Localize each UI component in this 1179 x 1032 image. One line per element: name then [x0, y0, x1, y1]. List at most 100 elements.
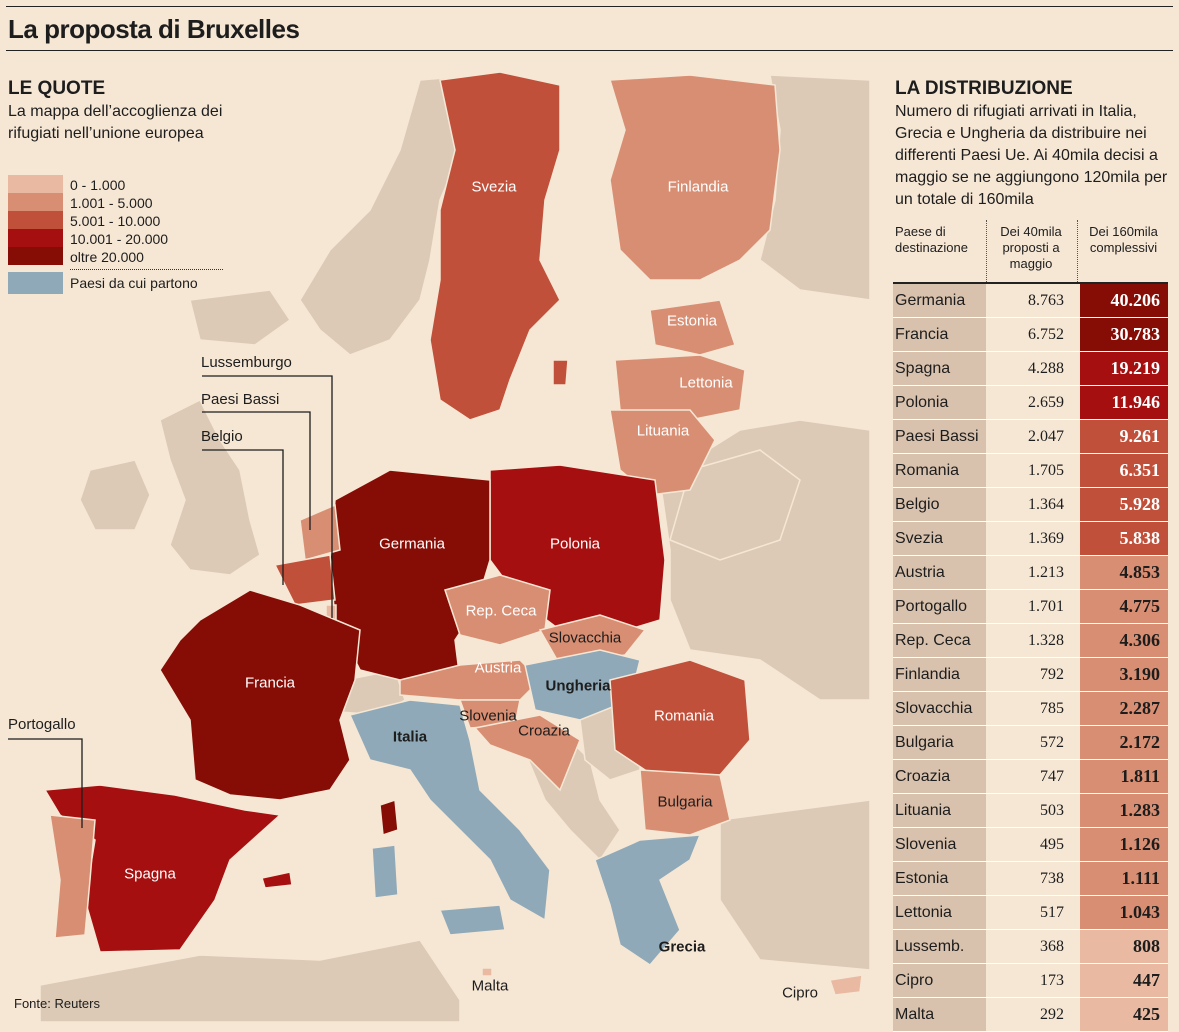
region-baleari — [261, 871, 293, 889]
region-corsica — [379, 798, 399, 837]
table-header: Paese di destinazione Dei 40mila propost… — [893, 220, 1168, 284]
label-germania: Germania — [379, 535, 445, 553]
cell-country: Lettonia — [893, 896, 986, 929]
region-sicilia — [438, 904, 506, 936]
cell-total: 3.190 — [1080, 658, 1168, 691]
table-row: Slovacchia 785 2.287 — [893, 692, 1168, 726]
region-portogallo — [49, 814, 96, 939]
table-row: Polonia 2.659 11.946 — [893, 386, 1168, 420]
cell-may: 1.213 — [988, 556, 1078, 589]
cell-may: 173 — [988, 964, 1078, 997]
label-lettonia: Lettonia — [679, 374, 733, 392]
cell-country: Belgio — [893, 488, 986, 521]
cell-country: Rep. Ceca — [893, 624, 986, 657]
cell-total: 2.287 — [1080, 692, 1168, 725]
table-row: Belgio 1.364 5.928 — [893, 488, 1168, 522]
cell-total: 11.946 — [1080, 386, 1168, 419]
cell-may: 2.659 — [988, 386, 1078, 419]
cell-country: Cipro — [893, 964, 986, 997]
legend-label: 5.001 - 10.000 — [70, 213, 161, 229]
table-row: Portogallo 1.701 4.775 — [893, 590, 1168, 624]
quote-subtitle: La mappa dell’accoglienza dei rifugiati … — [8, 103, 223, 142]
label-slovacchia: Slovacchia — [548, 629, 622, 647]
table-row: Rep. Ceca 1.328 4.306 — [893, 624, 1168, 658]
cell-country: Polonia — [893, 386, 986, 419]
table-row: Estonia 738 1.111 — [893, 862, 1168, 896]
cell-total: 4.306 — [1080, 624, 1168, 657]
region-paesi-bassi — [299, 503, 341, 561]
page-title: La proposta di Bruxelles — [8, 14, 300, 44]
header-divider — [1077, 220, 1078, 282]
table-row: Spagna 4.288 19.219 — [893, 352, 1168, 386]
table-row: Cipro 173 447 — [893, 964, 1168, 998]
cell-country: Germania — [893, 284, 986, 317]
table-row: Malta 292 425 — [893, 998, 1168, 1032]
cell-country: Croazia — [893, 760, 986, 793]
region-malta — [481, 967, 493, 977]
cell-country: Austria — [893, 556, 986, 589]
cell-country: Francia — [893, 318, 986, 351]
cell-may: 1.328 — [988, 624, 1078, 657]
label-malta: Malta — [471, 977, 509, 995]
region-estonia — [649, 299, 736, 356]
cell-total: 1.283 — [1080, 794, 1168, 827]
callout-belgio: Belgio — [201, 428, 243, 445]
legend-swatch — [8, 229, 63, 247]
leader-portogallo — [8, 738, 83, 828]
header-country: Paese di destinazione — [895, 224, 968, 255]
cell-country: Slovacchia — [893, 692, 986, 725]
cell-total: 808 — [1080, 930, 1168, 963]
legend-item: oltre 20.000 — [8, 247, 223, 265]
table-row: Romania 1.705 6.351 — [893, 454, 1168, 488]
cell-total: 447 — [1080, 964, 1168, 997]
label-italia: Italia — [392, 728, 428, 746]
cell-may: 8.763 — [988, 284, 1078, 317]
source-note: Fonte: Reuters — [14, 996, 100, 1011]
label-grecia: Grecia — [658, 938, 706, 956]
label-spagna: Spagna — [124, 865, 176, 883]
header-divider — [986, 220, 987, 282]
region-croazia — [473, 714, 581, 792]
cell-total: 1.126 — [1080, 828, 1168, 861]
header-may: Dei 40mila proposti a maggio — [1000, 224, 1062, 271]
land-turkey — [719, 799, 871, 971]
cell-may: 292 — [988, 998, 1078, 1031]
cell-may: 503 — [988, 794, 1078, 827]
region-belgio — [273, 554, 336, 606]
table-row: Lituania 503 1.283 — [893, 794, 1168, 828]
table-row: Lussemb. 368 808 — [893, 930, 1168, 964]
map-svg — [8, 71, 871, 1022]
table-row: Germania 8.763 40.206 — [893, 284, 1168, 318]
legend-label: Paesi da cui partono — [70, 275, 198, 291]
cell-may: 792 — [988, 658, 1078, 691]
legend-swatch — [8, 211, 63, 229]
legend-label: 0 - 1.000 — [70, 177, 126, 193]
leader-lussemburgo — [202, 375, 333, 618]
distribution-description: Numero di rifugiati arrivati in Italia, … — [895, 103, 1168, 208]
region-francia — [159, 589, 361, 801]
legend-item: 1.001 - 5.000 — [8, 193, 223, 211]
legend-swatch — [8, 247, 63, 265]
label-croazia: Croazia — [518, 722, 570, 740]
region-lituania — [609, 409, 716, 496]
distribution-heading: LA DISTRIBUZIONE — [895, 78, 1073, 99]
cell-may: 2.047 — [988, 420, 1078, 453]
legend-separator — [70, 269, 223, 270]
cell-may: 495 — [988, 828, 1078, 861]
cell-total: 30.783 — [1080, 318, 1168, 351]
cell-total: 1.043 — [1080, 896, 1168, 929]
cell-total: 1.111 — [1080, 862, 1168, 895]
region-romania — [609, 659, 751, 781]
cell-country: Finlandia — [893, 658, 986, 691]
cell-may: 572 — [988, 726, 1078, 759]
legend-label: 1.001 - 5.000 — [70, 195, 153, 211]
label-lituania: Lituania — [636, 422, 690, 440]
cell-total: 19.219 — [1080, 352, 1168, 385]
land-uk — [159, 398, 261, 576]
callout-lussemburgo: Lussemburgo — [201, 354, 292, 371]
table-row: Paesi Bassi 2.047 9.261 — [893, 420, 1168, 454]
label-ungheria: Ungheria — [545, 677, 611, 695]
legend-swatch — [8, 193, 63, 211]
quote-heading: LE QUOTE — [8, 78, 106, 99]
legend-item-origin: Paesi da cui partono — [8, 272, 223, 294]
